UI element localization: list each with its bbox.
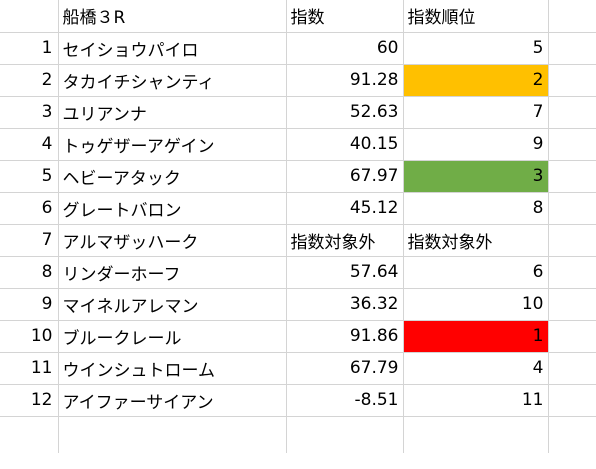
- row-number[interactable]: 10: [0, 320, 59, 353]
- row-number[interactable]: 7: [0, 224, 59, 257]
- row-number[interactable]: 1: [0, 32, 59, 65]
- horse-name-cell[interactable]: グレートバロン: [58, 192, 287, 225]
- table-row: 11 ウインシュトローム 67.79 4: [0, 352, 596, 385]
- grid-body: 船橋３R 指数 指数順位 1 セイショウパイロ 60 5 2 タカイチシャンティ 91.28…: [0, 0, 596, 453]
- empty-cell[interactable]: [548, 288, 596, 321]
- empty-cell[interactable]: [548, 192, 596, 225]
- horse-name-cell[interactable]: セイショウパイロ: [58, 32, 287, 65]
- horse-name-cell[interactable]: リンダーホーフ: [58, 256, 287, 289]
- table-row: 6 グレートバロン 45.12 8: [0, 192, 596, 225]
- row-number[interactable]: 8: [0, 256, 59, 289]
- rank-cell[interactable]: 7: [403, 96, 549, 129]
- empty-row: [0, 416, 596, 453]
- index-cell[interactable]: 指数対象外: [286, 224, 404, 257]
- index-cell[interactable]: 67.79: [286, 352, 404, 385]
- empty-cell[interactable]: [403, 416, 549, 453]
- empty-cell[interactable]: [548, 96, 596, 129]
- row-number[interactable]: 12: [0, 384, 59, 417]
- rank-cell[interactable]: 4: [403, 352, 549, 385]
- cell-a1[interactable]: [0, 0, 59, 33]
- horse-name-cell[interactable]: ヘビーアタック: [58, 160, 287, 193]
- rank-cell[interactable]: 8: [403, 192, 549, 225]
- empty-cell[interactable]: [548, 224, 596, 257]
- row-number[interactable]: 5: [0, 160, 59, 193]
- table-row: 4 トゥゲザーアゲイン 40.15 9: [0, 128, 596, 161]
- empty-cell[interactable]: [286, 416, 404, 453]
- index-cell[interactable]: 91.28: [286, 64, 404, 97]
- index-cell[interactable]: 57.64: [286, 256, 404, 289]
- index-cell[interactable]: 36.32: [286, 288, 404, 321]
- header-race-name[interactable]: 船橋３R: [58, 0, 287, 33]
- empty-cell[interactable]: [548, 256, 596, 289]
- index-cell[interactable]: 67.97: [286, 160, 404, 193]
- index-cell[interactable]: 91.86: [286, 320, 404, 353]
- empty-cell[interactable]: [548, 416, 596, 453]
- horse-name-cell[interactable]: マイネルアレマン: [58, 288, 287, 321]
- index-cell[interactable]: 52.63: [286, 96, 404, 129]
- table-row: 1 セイショウパイロ 60 5: [0, 32, 596, 65]
- table-row: 7 アルマザッハーク 指数対象外 指数対象外: [0, 224, 596, 257]
- table-row: 2 タカイチシャンティ 91.28 2: [0, 63, 596, 97]
- table-row: 8 リンダーホーフ 57.64 6: [0, 256, 596, 289]
- rank-cell[interactable]: 10: [403, 288, 549, 321]
- row-number[interactable]: 3: [0, 96, 59, 129]
- horse-name-cell[interactable]: ユリアンナ: [58, 96, 287, 129]
- index-cell[interactable]: 40.15: [286, 128, 404, 161]
- rank-cell[interactable]: 9: [403, 128, 549, 161]
- table-row: 9 マイネルアレマン 36.32 10: [0, 288, 596, 321]
- horse-name-cell[interactable]: アイファーサイアン: [58, 384, 287, 417]
- horse-name-cell[interactable]: ブルークレール: [58, 320, 287, 353]
- horse-name-cell[interactable]: トゥゲザーアゲイン: [58, 128, 287, 161]
- header-row: 船橋３R 指数 指数順位: [0, 0, 596, 33]
- table-row: 12 アイファーサイアン -8.51 11: [0, 384, 596, 417]
- empty-cell[interactable]: [548, 128, 596, 161]
- table-row: 5 ヘビーアタック 67.97 3: [0, 159, 596, 193]
- header-rank[interactable]: 指数順位: [403, 0, 549, 33]
- rank-cell[interactable]: 11: [403, 384, 549, 417]
- row-number[interactable]: 6: [0, 192, 59, 225]
- rank-cell[interactable]: 6: [403, 256, 549, 289]
- table-row: 10 ブルークレール 91.86 1: [0, 319, 596, 353]
- horse-name-cell[interactable]: タカイチシャンティ: [58, 64, 287, 97]
- row-number[interactable]: 2: [0, 64, 59, 97]
- empty-cell[interactable]: [548, 160, 596, 193]
- index-cell[interactable]: 45.12: [286, 192, 404, 225]
- empty-cell[interactable]: [548, 384, 596, 417]
- empty-cell[interactable]: [548, 32, 596, 65]
- rank-cell[interactable]: 5: [403, 32, 549, 65]
- table-row: 3 ユリアンナ 52.63 7: [0, 96, 596, 129]
- horse-name-cell[interactable]: アルマザッハーク: [58, 224, 287, 257]
- empty-cell[interactable]: [548, 64, 596, 97]
- index-cell[interactable]: 60: [286, 32, 404, 65]
- horse-name-cell[interactable]: ウインシュトローム: [58, 352, 287, 385]
- empty-cell[interactable]: [548, 320, 596, 353]
- cell-e1[interactable]: [548, 0, 596, 33]
- row-number[interactable]: 4: [0, 128, 59, 161]
- row-number[interactable]: 9: [0, 288, 59, 321]
- spreadsheet-grid: 船橋３R 指数 指数順位 1 セイショウパイロ 60 5 2 タカイチシャンティ 91.28…: [0, 0, 596, 453]
- empty-cell[interactable]: [0, 416, 59, 453]
- rank-cell[interactable]: 2: [402, 63, 549, 97]
- rank-cell[interactable]: 1: [402, 319, 549, 353]
- header-index[interactable]: 指数: [286, 0, 404, 33]
- row-number[interactable]: 11: [0, 352, 59, 385]
- rank-cell[interactable]: 指数対象外: [403, 224, 549, 257]
- index-cell[interactable]: -8.51: [286, 384, 404, 417]
- empty-cell[interactable]: [548, 352, 596, 385]
- rank-cell[interactable]: 3: [402, 159, 549, 193]
- empty-cell[interactable]: [58, 416, 287, 453]
